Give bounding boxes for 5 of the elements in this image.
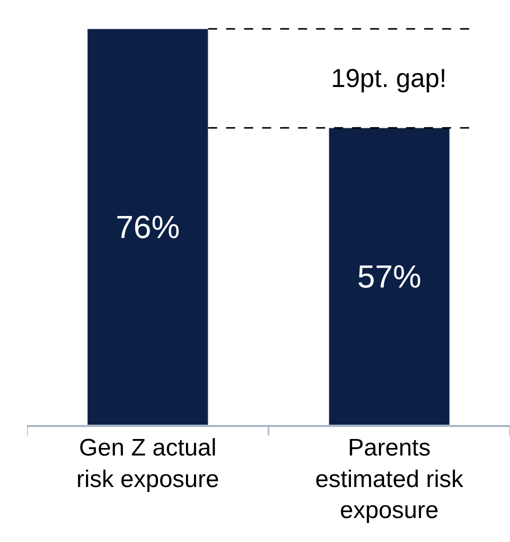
data-label: 76%: [116, 208, 180, 245]
data-label: 57%: [357, 258, 422, 294]
x-tick-label: Parents estimated risk exposure: [315, 434, 464, 524]
annotation: 19pt. gap!: [331, 63, 447, 93]
x-tick-label: Gen Z actual risk exposure: [76, 434, 220, 493]
